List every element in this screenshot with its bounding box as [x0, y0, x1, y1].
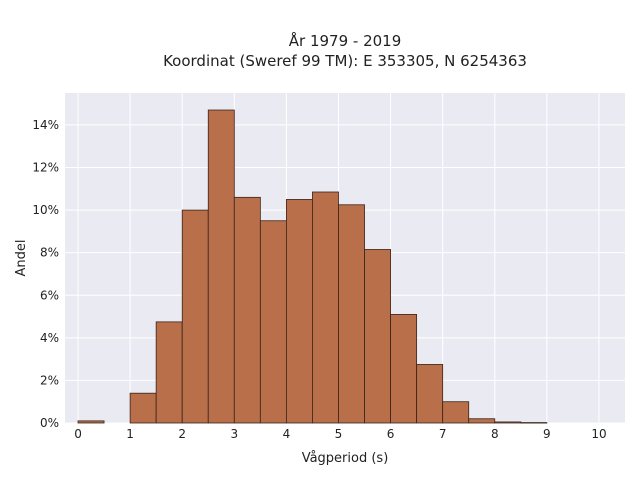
- x-axis-label: Vågperiod (s): [302, 451, 389, 466]
- y-axis-label: Andel: [14, 240, 29, 277]
- histogram-bar-7: [259, 220, 287, 424]
- x-tick-label: 10: [591, 427, 606, 441]
- histogram-bar-12: [390, 314, 418, 424]
- histogram-bar-6: [233, 196, 261, 424]
- y-tick-label: 10%: [32, 203, 59, 217]
- x-tick-label: 7: [439, 427, 447, 441]
- histogram-bar-15: [468, 418, 496, 424]
- histogram-bar-17: [520, 422, 548, 424]
- y-tick-label: 6%: [40, 288, 59, 302]
- x-axis-ticks: 0 1 2 3 4 5 6 7 8 9 10: [74, 427, 606, 441]
- histogram-bar-10: [338, 204, 365, 424]
- chart-title: År 1979 - 2019 Koordinat (Sweref 99 TM):…: [163, 31, 527, 70]
- x-tick-label: 8: [491, 427, 499, 441]
- y-axis-ticks: 0% 2% 4% 6% 8% 10% 12% 14%: [32, 118, 59, 430]
- y-tick-label: 0%: [40, 416, 59, 430]
- y-tick-label: 12%: [32, 161, 59, 175]
- chart-title-line-2: Koordinat (Sweref 99 TM): E 353305, N 62…: [163, 52, 527, 70]
- y-tick-label: 4%: [40, 331, 59, 345]
- histogram-bar-3: [155, 321, 183, 424]
- histogram-bars: [77, 109, 548, 424]
- histogram-bar-16: [494, 421, 522, 424]
- y-tick-label: 2%: [40, 373, 59, 387]
- histogram-bar-13: [416, 364, 444, 424]
- histogram-bar-8: [285, 199, 313, 424]
- histogram-bar-14: [442, 401, 470, 424]
- x-tick-label: 0: [74, 427, 82, 441]
- y-tick-label: 14%: [32, 118, 59, 132]
- histogram-bar-9: [312, 191, 339, 424]
- histogram-bar-5: [207, 109, 235, 424]
- x-tick-label: 3: [230, 427, 238, 441]
- x-tick-label: 5: [335, 427, 343, 441]
- histogram-bar-4: [181, 209, 209, 424]
- x-tick-label: 9: [543, 427, 551, 441]
- y-tick-label: 8%: [40, 246, 59, 260]
- histogram-bar-0: [77, 420, 105, 424]
- x-tick-label: 4: [283, 427, 291, 441]
- x-tick-label: 1: [126, 427, 134, 441]
- histogram-bar-2: [129, 392, 157, 424]
- chart-title-line-1: År 1979 - 2019: [289, 31, 402, 50]
- x-tick-label: 2: [178, 427, 186, 441]
- histogram-bar-11: [364, 249, 391, 424]
- x-tick-label: 6: [387, 427, 395, 441]
